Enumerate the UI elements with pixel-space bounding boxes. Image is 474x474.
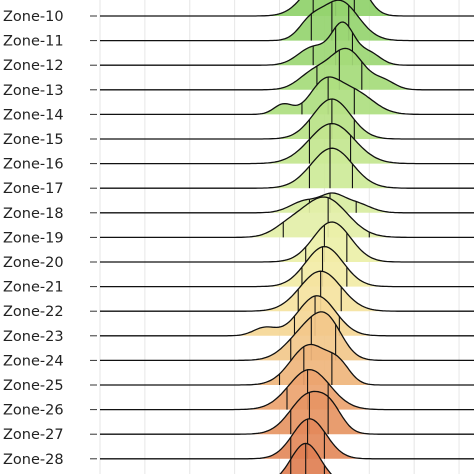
ridge-zone-22: [100, 270, 474, 312]
ridges: [100, 0, 474, 474]
ridge-zone-12-fill: [100, 22, 474, 66]
ridge-zone-22-outline: [100, 270, 474, 312]
ridge-zone-11: [100, 0, 474, 42]
ridge-zone-14-fill: [100, 77, 474, 115]
ridge-zone-13-fill: [100, 48, 474, 90]
zone-label: Zone-26: [3, 403, 64, 419]
ridge-zone-12: [100, 21, 474, 66]
ridge-zone-14: [100, 76, 474, 116]
ridge-zone-24-outline: [100, 311, 474, 362]
zone-label: Zone-24: [3, 353, 64, 369]
zone-label: Zone-14: [3, 107, 64, 123]
ridge-zone-17: [100, 147, 474, 189]
ridge-zone-23-outline: [100, 295, 474, 337]
ridge-zone-21: [100, 245, 474, 288]
zone-label: Zone-25: [3, 378, 64, 394]
zone-label: Zone-13: [3, 83, 64, 99]
zone-label: Zone-15: [3, 132, 64, 148]
zone-label: Zone-28: [3, 452, 64, 468]
ridge-zone-17-outline: [100, 147, 474, 189]
ridge-zone-19: [100, 196, 474, 239]
zone-label: Zone-18: [3, 206, 64, 222]
ridge-zone-28-fill: [100, 418, 474, 459]
zone-label: Zone-11: [3, 34, 64, 50]
zone-label: Zone-16: [3, 157, 64, 173]
ridge-zone-27-outline: [100, 390, 474, 435]
ridge-zone-25-outline: [100, 343, 474, 386]
ridge-zone-11-outline: [100, 0, 474, 42]
ridge-zone-28-outline: [100, 418, 474, 460]
ridge-zone-20: [100, 221, 474, 263]
ridge-zone-18-fill: [100, 193, 474, 213]
ridge-zone-19-outline: [100, 196, 474, 239]
ridge-zone-23-fill: [100, 295, 474, 336]
ridge-zone-19-fill: [100, 197, 474, 238]
zone-label: Zone-17: [3, 181, 64, 197]
ridge-zone-21-outline: [100, 245, 474, 288]
ridge-zone-26-outline: [100, 368, 474, 411]
ridge-zone-18: [100, 192, 474, 214]
ridge-partial-bottom: [279, 442, 333, 474]
ridge-zone-20-outline: [100, 221, 474, 263]
ridge-zone-18-outline: [100, 192, 474, 214]
ridge-partial-bottom-outline: [279, 442, 333, 474]
ridge-zone-15-outline: [100, 98, 474, 140]
zone-label: Zone-22: [3, 304, 64, 320]
zone-label: Zone-19: [3, 230, 64, 246]
zone-labels: Zone-10 Zone-11 Zone-12 Zone-13 Zone-14 Zone-…: [0, 0, 98, 474]
ridge-zone-25-fill: [100, 344, 474, 385]
ridge-zone-10-outline: [100, 0, 474, 17]
ridge-zone-13-outline: [100, 47, 474, 91]
zone-label: Zone-23: [3, 329, 64, 345]
ridge-zone-27-fill: [100, 391, 474, 435]
zone-label: Zone-10: [3, 9, 64, 25]
ridge-zone-22-fill: [100, 271, 474, 312]
ridge-zone-17-fill: [100, 148, 474, 189]
ridge-zone-10-fill: [100, 0, 474, 16]
zone-label: Zone-20: [3, 255, 64, 271]
ridge-zone-14-outline: [100, 76, 474, 116]
label-column-bg: [0, 0, 98, 474]
ridge-zone-27: [100, 390, 474, 435]
ridge-zone-16: [100, 122, 474, 165]
ridge-zone-11-fill: [100, 0, 474, 41]
ridge-zone-16-outline: [100, 122, 474, 165]
ridge-zone-13: [100, 47, 474, 91]
ridge-zone-12-outline: [100, 21, 474, 66]
ridge-zone-10: [100, 0, 474, 17]
ridge-zone-24-fill: [100, 311, 474, 361]
zone-label: Zone-12: [3, 58, 64, 74]
zone-label: Zone-27: [3, 427, 64, 443]
zone-label: Zone-21: [3, 280, 64, 296]
